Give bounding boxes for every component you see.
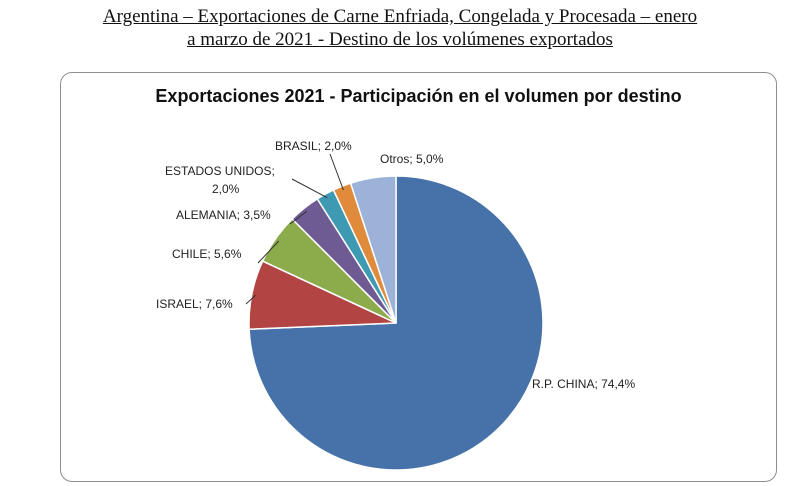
- label-otros: Otros; 5,0%: [380, 152, 444, 166]
- leader-line-israel: [245, 294, 257, 305]
- chart-title: Exportaciones 2021 - Participación en el…: [155, 86, 682, 106]
- document-title: Argentina – Exportaciones de Carne Enfri…: [0, 5, 800, 51]
- leader-line-chile: [257, 240, 280, 264]
- leader-line-brasil: [329, 153, 344, 191]
- leader-line-estados-unidos: [291, 178, 328, 199]
- document-title-line1: Argentina – Exportaciones de Carne Enfri…: [102, 6, 698, 27]
- label-brasil: BRASIL; 2,0%: [275, 139, 352, 153]
- leader-line-alemania: [289, 210, 308, 225]
- label-eeuu-line2: 2,0%: [212, 182, 240, 196]
- label-alemania: ALEMANIA; 3,5%: [176, 208, 271, 222]
- pie-slice-otros: [349, 175, 397, 324]
- label-china: R.P. CHINA; 74,4%: [532, 377, 635, 391]
- label-chile: CHILE; 5,6%: [172, 247, 242, 261]
- document-title-line2: a marzo de 2021 - Destino de los volúmen…: [187, 29, 613, 50]
- label-eeuu-line1: ESTADOS UNIDOS;: [165, 164, 275, 178]
- label-israel: ISRAEL; 7,6%: [156, 297, 233, 311]
